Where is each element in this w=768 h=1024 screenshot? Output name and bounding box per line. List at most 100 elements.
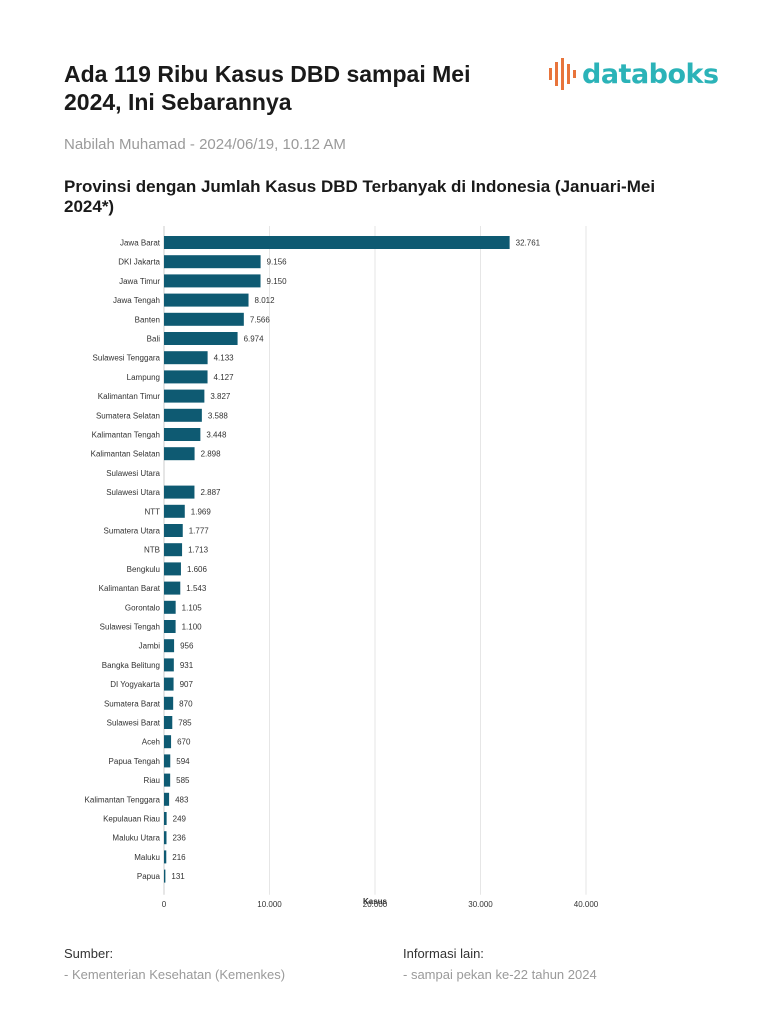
bar[interactable] (164, 447, 195, 461)
bar[interactable] (164, 600, 176, 614)
value-label: 1.543 (186, 584, 207, 593)
chart-title: Provinsi dengan Jumlah Kasus DBD Terbany… (64, 177, 656, 216)
bar[interactable] (164, 293, 249, 307)
x-tick-label: 40.000 (574, 900, 599, 909)
value-label: 594 (176, 757, 190, 766)
databoks-logo[interactable]: databoks (548, 58, 719, 90)
bar[interactable] (164, 581, 181, 595)
category-label: Papua Tengah (109, 757, 160, 766)
bar[interactable] (164, 274, 261, 288)
axis-layer: 0 10.000 20.000 30.000 40.000 Jawa Barat DKI J… (85, 239, 599, 909)
category-label: Bangka Belitung (102, 661, 160, 670)
grid-layer (163, 226, 587, 895)
source-value: - Kementerian Kesehatan (Kemenkes) (64, 967, 286, 982)
value-label: 870 (179, 699, 193, 708)
value-label: 9.150 (267, 277, 288, 286)
value-label: 1.777 (189, 527, 210, 536)
bar[interactable] (164, 562, 181, 576)
databoks-logo-icon (549, 58, 576, 90)
value-label: 2.898 (201, 450, 222, 459)
value-label: 1.100 (182, 623, 203, 632)
category-label: Kalimantan Tenggara (85, 795, 161, 804)
bar[interactable] (164, 869, 166, 883)
bar[interactable] (164, 543, 183, 557)
value-label: 6.974 (244, 335, 265, 344)
value-label: 785 (178, 719, 192, 728)
category-label: Papua (137, 872, 161, 881)
category-label: Sumatera Selatan (96, 411, 160, 420)
bar[interactable] (164, 754, 171, 768)
bar[interactable] (164, 485, 195, 499)
value-label: 249 (173, 815, 187, 824)
category-label: Sumatera Barat (104, 699, 161, 708)
category-label: Jawa Timur (119, 277, 160, 286)
value-label: 907 (180, 680, 194, 689)
x-axis-title: Kasus (363, 897, 388, 906)
category-label: NTT (144, 507, 160, 516)
bar[interactable] (164, 524, 183, 537)
bar[interactable] (164, 658, 174, 672)
bar[interactable] (164, 792, 170, 806)
x-tick-label: 30.000 (468, 900, 493, 909)
category-label: Sulawesi Tenggara (93, 354, 161, 363)
value-label: 7.566 (250, 315, 271, 324)
bar[interactable] (164, 735, 172, 749)
category-label: Sulawesi Tengah (100, 623, 160, 632)
bar[interactable] (164, 831, 167, 845)
category-label: Sulawesi Utara (106, 488, 160, 497)
value-label: 3.448 (206, 431, 227, 440)
value-label: 1.606 (187, 565, 208, 574)
bar[interactable] (164, 236, 510, 249)
bar[interactable] (164, 504, 185, 518)
value-label: 236 (172, 834, 186, 843)
category-label: Kalimantan Timur (98, 392, 161, 401)
value-label: 32.761 (516, 239, 541, 248)
category-label: Maluku Utara (112, 834, 160, 843)
bar[interactable] (164, 620, 176, 633)
category-label: Lampung (127, 373, 160, 382)
value-label: 8.012 (255, 296, 276, 305)
bar[interactable] (164, 716, 173, 729)
bar[interactable] (164, 370, 208, 384)
x-tick-label: 0 (162, 900, 167, 909)
category-label: DKI Jakarta (118, 258, 160, 267)
value-label: 2.887 (200, 488, 221, 497)
bar[interactable] (164, 332, 238, 345)
x-tick-label: 10.000 (257, 900, 282, 909)
category-label: NTB (144, 546, 160, 555)
bar[interactable] (164, 773, 171, 787)
category-label: Banten (135, 315, 160, 324)
value-label: 483 (175, 795, 189, 804)
x-tick-label: 20.000 (363, 900, 388, 909)
bar[interactable] (164, 255, 261, 269)
category-label: Maluku (134, 853, 160, 862)
bar[interactable] (164, 389, 205, 403)
info-value: - sampai pekan ke-22 tahun 2024 (403, 967, 597, 982)
bar[interactable] (164, 639, 175, 653)
category-label: Riau (144, 776, 160, 785)
bar[interactable] (164, 428, 201, 441)
bar[interactable] (164, 408, 202, 422)
category-label: DI Yogyakarta (110, 680, 160, 689)
category-label: Jambi (139, 642, 161, 651)
bar[interactable] (164, 812, 167, 825)
bar[interactable] (164, 850, 167, 864)
bar[interactable] (164, 312, 244, 326)
value-label: 4.133 (214, 354, 235, 363)
value-label: 1.105 (182, 603, 203, 612)
category-label: Sulawesi Barat (107, 719, 161, 728)
category-label: Kalimantan Selatan (91, 450, 160, 459)
article-title: Ada 119 Ribu Kasus DBD sampai Mei 2024, … (64, 61, 471, 115)
value-label: 3.827 (210, 392, 231, 401)
bar[interactable] (164, 696, 174, 710)
category-label: Gorontalo (125, 603, 161, 612)
value-label: 585 (176, 776, 190, 785)
value-label: 1.713 (188, 546, 209, 555)
value-label: 4.127 (214, 373, 235, 382)
value-label: 1.969 (191, 507, 212, 516)
bar[interactable] (164, 677, 174, 691)
value-label: 216 (172, 853, 186, 862)
bar[interactable] (164, 351, 208, 365)
value-label: 931 (180, 661, 194, 670)
byline: Nabilah Muhamad - 2024/06/19, 10.12 AM (64, 136, 346, 153)
